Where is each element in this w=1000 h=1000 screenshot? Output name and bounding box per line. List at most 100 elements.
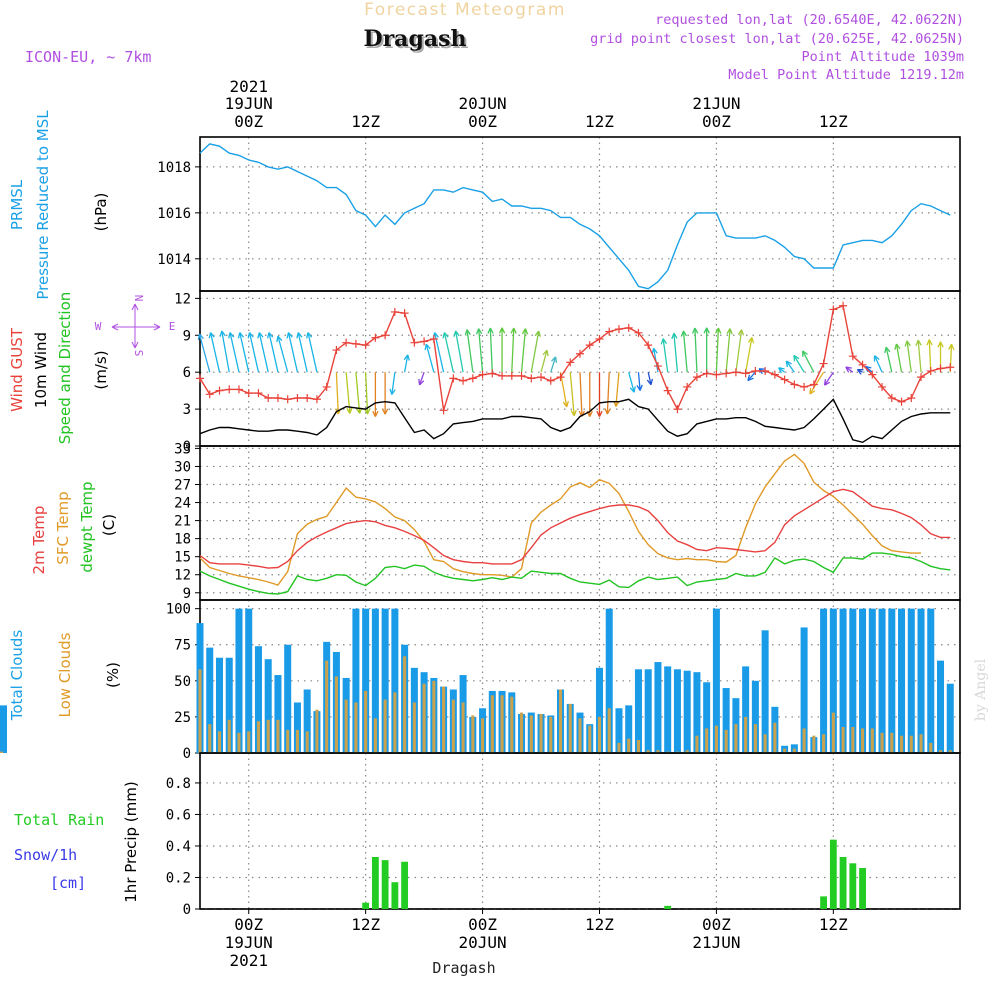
low-cloud-bar (636, 740, 641, 753)
wind-direction-arrow (221, 330, 230, 373)
wind-direction-arrow (885, 346, 893, 373)
low-cloud-bar (861, 728, 865, 753)
total-cloud-bar (664, 666, 672, 753)
low-cloud-bar (510, 696, 514, 753)
precip-unit: 1hr Precip (mm) (122, 781, 140, 902)
wind-direction-arrow (489, 327, 493, 373)
wind-direction-arrow (647, 372, 652, 385)
wind-direction-arrowhead (948, 343, 955, 351)
total-cloud-bar (595, 667, 603, 753)
wind-direction-arrow (520, 328, 527, 373)
wind-direction-arrow (540, 349, 548, 373)
wind-direction-arrowhead (845, 366, 852, 373)
top-time-label: 12Z (585, 112, 614, 131)
low-cloud-bar (597, 716, 602, 753)
wind-direction-arrowhead (703, 327, 710, 334)
wind-ytick-label: 0 (183, 439, 191, 455)
low-cloud-bar (851, 727, 855, 753)
gust-point (449, 374, 458, 383)
low-cloud-bar (929, 742, 933, 753)
gust-point (751, 366, 760, 375)
total-cloud-bar (303, 689, 311, 753)
gust-point (819, 359, 828, 368)
wind-label: 10m Wind (32, 332, 50, 408)
low-cloud-bar (383, 699, 387, 753)
wind-direction-arrowhead (809, 387, 816, 395)
gust-point (741, 369, 750, 378)
low-cloud-bar (198, 669, 202, 753)
low-cloud-bar (578, 718, 582, 753)
wind-direction-arrowhead (680, 330, 688, 337)
total-cloud-bar (605, 608, 613, 753)
total-cloud-bar (898, 608, 906, 753)
gust-point (605, 327, 614, 336)
wind-direction-arrow (628, 372, 635, 393)
wind-direction-arrowhead (372, 410, 379, 417)
dew-label: dewpt Temp (78, 481, 96, 572)
bottom-time-label: 12Z (819, 915, 848, 934)
wind-direction-arrow (277, 335, 289, 373)
top-time-label: 00Z (702, 112, 731, 131)
low-cloud-bar (334, 676, 338, 753)
wind-direction-arrow (335, 372, 339, 415)
total-cloud-bar (693, 672, 701, 753)
wind-direction-arrowhead (208, 332, 215, 339)
gust-point (858, 360, 867, 369)
model-point-altitude: Model Point Altitude 1219.12m (728, 67, 964, 83)
low-cloud-bar (276, 719, 280, 753)
wind-ytick-label: 12 (174, 291, 191, 307)
gust-point (878, 382, 887, 391)
total-cloud-bar (0, 705, 8, 753)
wind-direction-arrow (673, 333, 679, 373)
total-cloud-bar (206, 647, 214, 753)
temp-ytick-label: 27 (174, 478, 191, 494)
wind-direction-arrow (579, 372, 583, 417)
gust-point (507, 371, 516, 380)
point-altitude: Point Altitude 1039m (801, 49, 964, 65)
low-cloud-bar (705, 728, 709, 753)
wind-direction-arrowhead (286, 332, 293, 339)
rain-bar (849, 863, 857, 909)
compass-e: E (169, 320, 176, 333)
wind-direction-arrowhead (381, 408, 389, 415)
gust-point (527, 374, 536, 383)
wind-direction-arrow (550, 356, 557, 373)
wind-direction-arrow (747, 371, 756, 381)
low-cloud-bar (481, 718, 485, 753)
low-cloud-bar (588, 725, 592, 753)
wind-direction-arrow (229, 332, 240, 373)
wind-direction-arrowhead (604, 408, 611, 415)
wind-direction-arrowhead (726, 328, 733, 335)
cloud-unit: (%) (104, 662, 122, 688)
gust-point (225, 385, 234, 394)
wind-direction-arrowhead (487, 327, 494, 334)
gust-point (303, 394, 312, 403)
low-cloud-bar (373, 718, 377, 753)
precip-ytick-label: 0.4 (166, 839, 191, 855)
wind-direction-arrowhead (570, 409, 577, 417)
wind-direction-arrowhead (403, 354, 410, 361)
total-cloud-bar (907, 608, 915, 753)
pressure-line (199, 143, 951, 290)
low-cloud-bar (432, 680, 436, 753)
total-cloud-bar (722, 688, 730, 753)
low-cloud-bar (539, 714, 543, 753)
total-cloud-label: Total Clouds (8, 630, 26, 722)
wind-direction-arrowhead (228, 332, 235, 339)
bottom-time-label: 00Z (234, 915, 263, 934)
wind-direction-arrow (355, 372, 361, 414)
wind-direction-arrowhead (926, 339, 933, 346)
wind-direction-arrowhead (660, 338, 668, 345)
wind-direction-arrowhead (785, 360, 792, 368)
top-date-label: 20JUN (458, 94, 506, 113)
pressure-ytick-label: 1018 (157, 160, 191, 176)
wind-direction-arrow (209, 332, 221, 373)
gust-point (585, 341, 594, 350)
low-cloud-bar (880, 732, 884, 753)
low-cloud-bar (938, 750, 943, 753)
low-cloud-bar (422, 683, 426, 753)
rain-bar (381, 860, 389, 909)
wind-direction-arrowhead (596, 410, 603, 417)
low-cloud-bar (734, 724, 738, 753)
